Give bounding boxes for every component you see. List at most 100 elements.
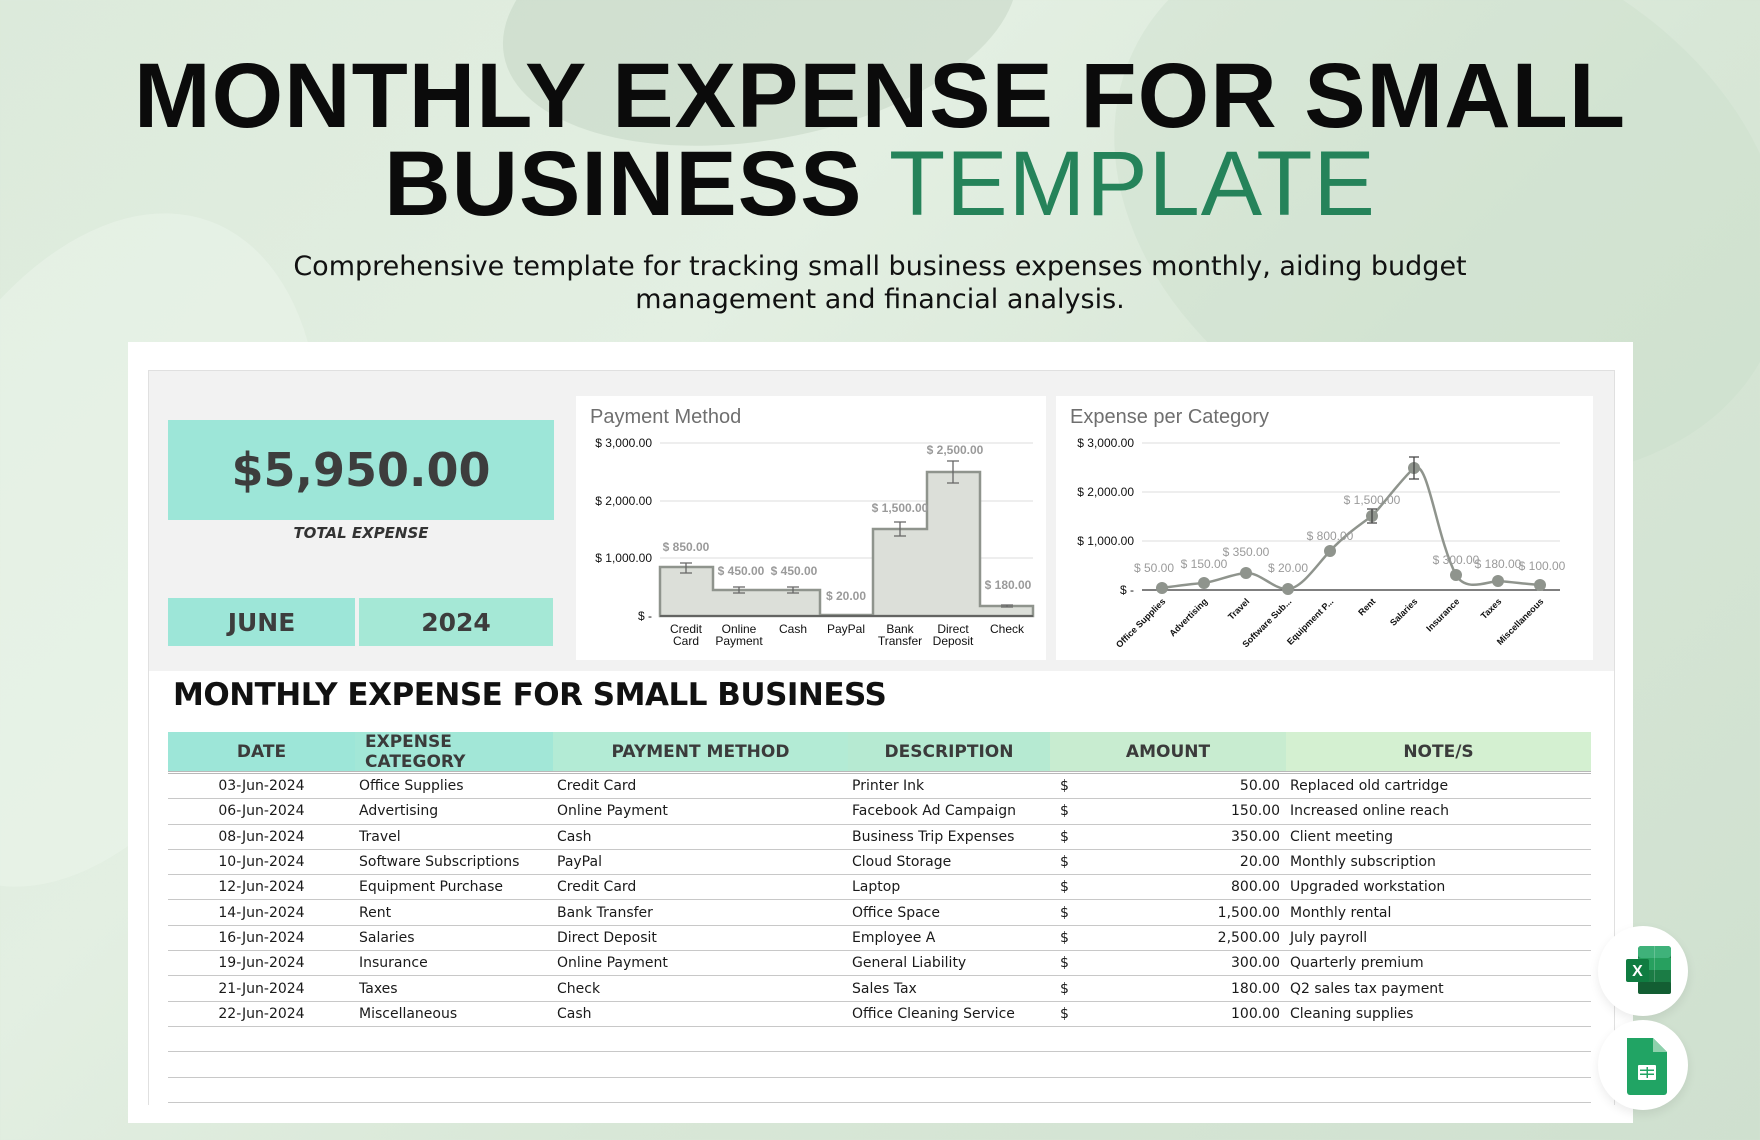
amount-cell[interactable]: $100.00 xyxy=(1050,1006,1286,1022)
payment-method-cell[interactable]: Credit Card xyxy=(557,879,637,896)
currency-symbol: $ xyxy=(1060,980,1069,997)
column-header-description[interactable]: DESCRIPTION xyxy=(848,732,1050,771)
description-cell[interactable]: Laptop xyxy=(852,879,901,896)
amount-cell[interactable]: $300.00 xyxy=(1050,955,1286,971)
description-cell[interactable]: Sales Tax xyxy=(852,980,917,997)
payment-method-cell[interactable]: Bank Transfer xyxy=(557,904,653,921)
svg-text:$ 450.00: $ 450.00 xyxy=(718,564,765,578)
table-row[interactable]: 08-Jun-2024 Travel Cash Business Trip Expen… xyxy=(168,825,1591,850)
category-cell[interactable]: Office Supplies xyxy=(359,778,464,795)
payment-method-cell[interactable]: Cash xyxy=(557,1005,592,1022)
notes-cell[interactable]: Monthly subscription xyxy=(1290,854,1436,871)
description-cell[interactable]: Facebook Ad Campaign xyxy=(852,803,1017,820)
table-row[interactable]: 21-Jun-2024 Taxes Check Sales Tax $180.00 Q2 … xyxy=(168,976,1591,1002)
category-cell[interactable]: Rent xyxy=(359,904,392,921)
description-cell[interactable]: Printer Ink xyxy=(852,778,925,795)
date-cell[interactable]: 06-Jun-2024 xyxy=(218,803,305,820)
notes-cell[interactable]: Replaced old cartridge xyxy=(1290,778,1449,795)
description-cell[interactable]: Office Cleaning Service xyxy=(852,1005,1015,1022)
amount-cell[interactable]: $50.00 xyxy=(1050,778,1286,794)
column-header-amount[interactable]: AMOUNT xyxy=(1050,732,1286,771)
amount-cell[interactable]: $800.00 xyxy=(1050,879,1286,895)
date-cell[interactable]: 12-Jun-2024 xyxy=(218,879,305,896)
column-header-payment-method[interactable]: PAYMENT METHOD xyxy=(553,732,848,771)
svg-text:$ -: $ - xyxy=(638,609,652,623)
payment-method-cell[interactable]: Cash xyxy=(557,828,592,845)
table-row[interactable]: 16-Jun-2024 Salaries Direct Deposit Employe… xyxy=(168,926,1591,952)
empty-table-row[interactable] xyxy=(168,1027,1591,1053)
table-row[interactable]: 10-Jun-2024 Software Subscriptions PayPal C… xyxy=(168,850,1591,876)
notes-cell[interactable]: Quarterly premium xyxy=(1290,955,1424,972)
amount-cell[interactable]: $150.00 xyxy=(1050,803,1286,819)
empty-table-row[interactable] xyxy=(168,1078,1591,1103)
notes-cell[interactable]: Monthly rental xyxy=(1290,904,1392,921)
notes-cell[interactable]: Upgraded workstation xyxy=(1290,879,1446,896)
date-cell[interactable]: 22-Jun-2024 xyxy=(218,1005,305,1022)
category-cell[interactable]: Equipment Purchase xyxy=(359,879,504,896)
sheet-frame xyxy=(148,370,1615,1105)
table-row[interactable]: 22-Jun-2024 Miscellaneous Cash Office Clean… xyxy=(168,1002,1591,1027)
currency-symbol: $ xyxy=(1060,778,1069,795)
category-cell[interactable]: Taxes xyxy=(359,980,398,997)
notes-cell[interactable]: Increased online reach xyxy=(1290,803,1449,820)
notes-cell[interactable]: July payroll xyxy=(1290,929,1368,946)
amount-value: 300.00 xyxy=(1231,955,1280,972)
date-cell[interactable]: 14-Jun-2024 xyxy=(218,904,305,921)
description-cell[interactable]: Cloud Storage xyxy=(852,854,952,871)
category-cell[interactable]: Advertising xyxy=(359,803,439,820)
year-cell[interactable]: 2024 xyxy=(359,598,553,646)
description-cell[interactable]: Business Trip Expenses xyxy=(852,828,1015,845)
date-cell[interactable]: 08-Jun-2024 xyxy=(218,828,305,845)
table-row[interactable]: 03-Jun-2024 Office Supplies Credit Card Pri… xyxy=(168,774,1591,800)
svg-text:Cash: Cash xyxy=(779,622,807,636)
category-cell[interactable]: Salaries xyxy=(359,929,415,946)
payment-method-chart[interactable]: Payment Method $ 3,000.00 $ 2,000.00 $ 1… xyxy=(576,396,1046,660)
amount-cell[interactable]: $350.00 xyxy=(1050,829,1286,845)
description-cell[interactable]: Employee A xyxy=(852,929,936,946)
svg-text:Travel: Travel xyxy=(1226,596,1251,621)
notes-cell[interactable]: Q2 sales tax payment xyxy=(1290,980,1444,997)
payment-method-cell[interactable]: Direct Deposit xyxy=(557,929,657,946)
notes-cell[interactable]: Client meeting xyxy=(1290,828,1393,845)
google-sheets-badge[interactable] xyxy=(1598,1020,1688,1110)
column-header-date[interactable]: DATE xyxy=(168,732,355,771)
table-row[interactable]: 19-Jun-2024 Insurance Online Payment Genera… xyxy=(168,951,1591,977)
title-line-1: MONTHLY EXPENSE FOR SMALL xyxy=(133,45,1627,147)
category-cell[interactable]: Software Subscriptions xyxy=(359,854,520,871)
table-row[interactable]: 14-Jun-2024 Rent Bank Transfer Office Space… xyxy=(168,900,1591,926)
description-cell[interactable]: General Liability xyxy=(852,955,967,972)
date-cell[interactable]: 10-Jun-2024 xyxy=(218,854,305,871)
amount-cell[interactable]: $20.00 xyxy=(1050,854,1286,870)
expense-per-category-chart[interactable]: Expense per Category $ 3,000.00 $ 2,000.… xyxy=(1056,396,1593,660)
date-cell[interactable]: 16-Jun-2024 xyxy=(218,929,305,946)
column-header-category[interactable]: EXPENSE CATEGORY xyxy=(355,732,553,772)
currency-symbol: $ xyxy=(1060,955,1069,972)
category-cell[interactable]: Miscellaneous xyxy=(359,1005,458,1022)
payment-method-cell[interactable]: PayPal xyxy=(557,854,602,871)
payment-method-cell[interactable]: Credit Card xyxy=(557,778,637,795)
google-sheets-icon xyxy=(1627,1038,1667,1095)
payment-method-cell[interactable]: Check xyxy=(557,980,601,997)
date-cell[interactable]: 03-Jun-2024 xyxy=(218,778,305,795)
category-cell[interactable]: Travel xyxy=(359,828,401,845)
chart-title: Expense per Category xyxy=(1070,406,1270,428)
excel-badge[interactable]: X xyxy=(1598,926,1688,1016)
empty-table-row[interactable] xyxy=(168,1052,1591,1078)
amount-cell[interactable]: $1,500.00 xyxy=(1050,905,1286,921)
category-cell[interactable]: Insurance xyxy=(359,955,428,972)
date-cell[interactable]: 19-Jun-2024 xyxy=(218,955,305,972)
amount-cell[interactable]: $2,500.00 xyxy=(1050,930,1286,946)
month-cell[interactable]: JUNE xyxy=(168,598,355,646)
table-row[interactable]: 12-Jun-2024 Equipment Purchase Credit Card… xyxy=(168,875,1591,901)
payment-method-cell[interactable]: Online Payment xyxy=(557,803,668,820)
description-cell[interactable]: Office Space xyxy=(852,904,940,921)
payment-method-cell[interactable]: Online Payment xyxy=(557,955,668,972)
date-cell[interactable]: 21-Jun-2024 xyxy=(218,980,305,997)
svg-text:$ 1,000.00: $ 1,000.00 xyxy=(595,551,652,565)
amount-cell[interactable]: $180.00 xyxy=(1050,981,1286,997)
currency-symbol: $ xyxy=(1060,828,1069,845)
notes-cell[interactable]: Cleaning supplies xyxy=(1290,1005,1414,1022)
amount-value: 20.00 xyxy=(1239,854,1280,871)
column-header-notes[interactable]: NOTE/S xyxy=(1286,732,1591,771)
table-row[interactable]: 06-Jun-2024 Advertising Online Payment Face… xyxy=(168,799,1591,825)
